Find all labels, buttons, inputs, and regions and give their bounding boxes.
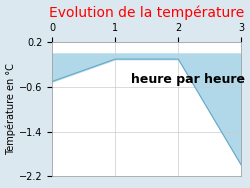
Text: heure par heure: heure par heure [132,73,246,86]
Title: Evolution de la température: Evolution de la température [49,6,244,20]
Y-axis label: Température en °C: Température en °C [6,64,16,155]
